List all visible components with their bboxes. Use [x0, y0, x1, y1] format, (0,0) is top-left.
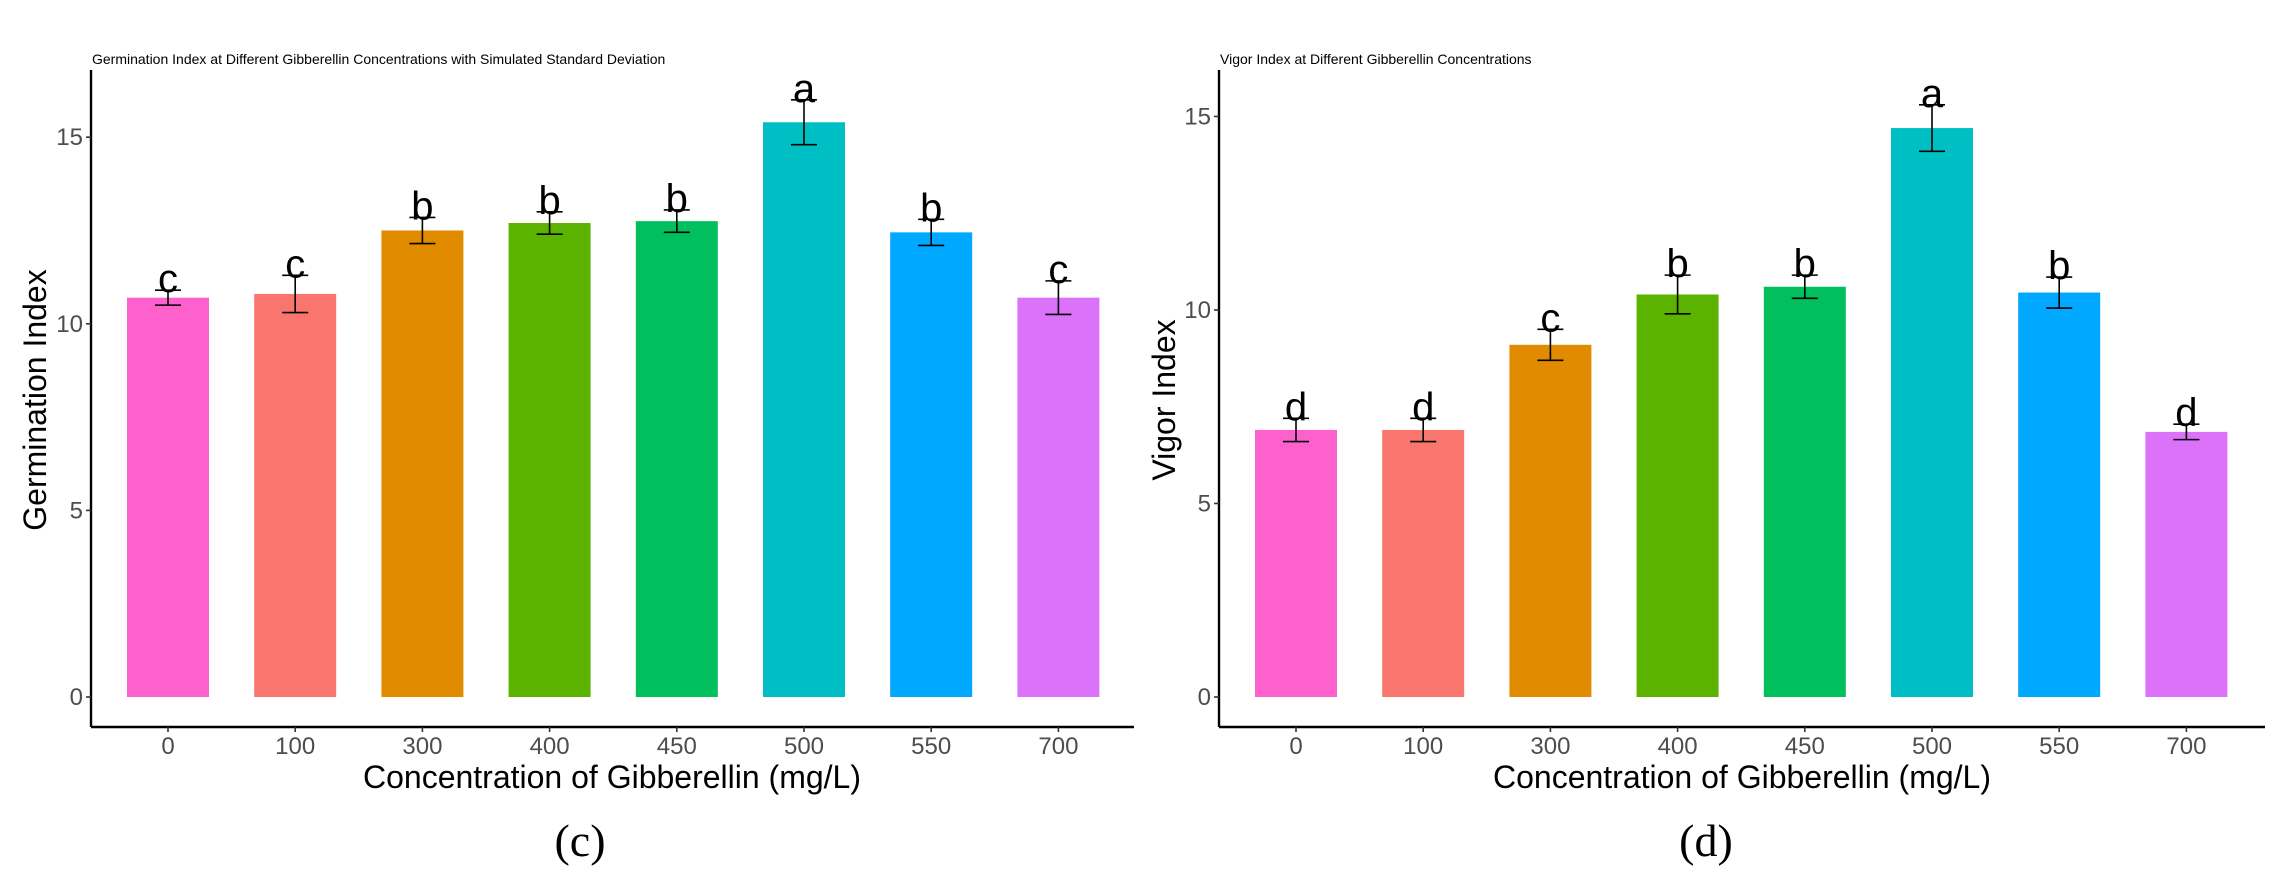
significance-letter: b — [666, 177, 688, 221]
bar-400 — [508, 223, 591, 697]
x-tick-label: 100 — [1403, 733, 1443, 760]
x-tick-label: 700 — [1038, 733, 1078, 760]
error-bar-550 — [918, 218, 945, 247]
significance-letter: b — [411, 184, 433, 228]
germination-index-chart: Germination Index at Different Gibberell… — [17, 51, 1134, 866]
bar-700 — [1017, 297, 1100, 697]
y-tick-label: 15 — [1184, 103, 1211, 130]
y-tick-label: 10 — [56, 311, 83, 338]
significance-letter: d — [1285, 385, 1307, 429]
significance-letter: b — [1794, 242, 1816, 286]
x-tick-labels: 0 100 300 400 450 500 550 700 — [1289, 727, 2206, 760]
significance-letter: a — [793, 67, 816, 111]
bars — [127, 122, 1100, 698]
y-tick-label: 5 — [70, 497, 83, 524]
significance-letter: b — [2048, 244, 2070, 288]
significance-letters: d d c b b a b d — [1285, 72, 2198, 435]
x-tick-label: 700 — [2166, 733, 2206, 760]
bar-0 — [1255, 429, 1337, 697]
x-tick-label: 500 — [784, 733, 824, 760]
bar-550 — [890, 232, 973, 698]
x-tick-label: 300 — [1530, 733, 1570, 760]
error-bar-500 — [791, 99, 817, 146]
bar-500 — [763, 122, 845, 697]
x-axis-label: Concentration of Gibberellin (mg/L) — [363, 759, 861, 795]
error-bar-400 — [536, 211, 563, 236]
y-tick-label: 0 — [70, 684, 83, 711]
error-bar-300 — [1537, 328, 1564, 362]
vigor-index-chart: Vigor Index at Different Gibberellin Con… — [1146, 51, 2265, 866]
error-bar-450 — [1791, 274, 1818, 300]
y-axis-label: Germination Index — [17, 269, 53, 530]
bar-550 — [2018, 292, 2101, 697]
bar-400 — [1636, 294, 1719, 697]
error-bars — [155, 99, 1072, 316]
significance-letter: c — [285, 242, 305, 286]
significance-letter: c — [1048, 248, 1068, 292]
panel-label: (d) — [1679, 815, 1733, 866]
bar-100 — [1382, 429, 1465, 697]
x-tick-label: 0 — [1289, 733, 1302, 760]
chart-title: Vigor Index at Different Gibberellin Con… — [1220, 51, 1532, 67]
y-tick-label: 15 — [56, 124, 83, 151]
error-bar-550 — [2046, 276, 2073, 309]
bar-300 — [381, 230, 464, 697]
panel-label: (c) — [554, 815, 605, 866]
x-tick-label: 550 — [911, 733, 951, 760]
bar-700 — [2145, 431, 2228, 697]
error-bar-300 — [409, 216, 436, 245]
bars — [1255, 128, 2228, 698]
significance-letter: b — [1666, 242, 1688, 286]
error-bar-700 — [1045, 280, 1072, 316]
chart-title: Germination Index at Different Gibberell… — [92, 51, 665, 67]
x-tick-label: 500 — [1912, 733, 1952, 760]
x-axis-label: Concentration of Gibberellin (mg/L) — [1493, 759, 1991, 795]
error-bar-100 — [1410, 417, 1437, 443]
y-tick-label: 10 — [1184, 297, 1211, 324]
error-bar-0 — [155, 289, 181, 306]
error-bar-500 — [1919, 104, 1945, 153]
y-tick-labels: 0 5 10 15 — [1184, 103, 1219, 711]
x-tick-label: 550 — [2039, 733, 2079, 760]
significance-letter: c — [1540, 296, 1560, 340]
x-tick-label: 300 — [402, 733, 442, 760]
bar-100 — [254, 293, 337, 697]
significance-letters: c c b b b a b c — [158, 67, 1068, 301]
y-axis-label: Vigor Index — [1146, 319, 1182, 480]
x-tick-label: 450 — [1785, 733, 1825, 760]
significance-letter: c — [158, 257, 178, 301]
bar-450 — [1763, 286, 1846, 697]
x-tick-labels: 0 100 300 400 450 500 550 700 — [161, 727, 1078, 760]
x-tick-label: 100 — [275, 733, 315, 760]
significance-letter: d — [1412, 385, 1434, 429]
error-bar-400 — [1664, 274, 1691, 315]
significance-letter: b — [920, 186, 942, 230]
error-bars — [1283, 104, 2200, 443]
error-bar-450 — [663, 209, 690, 234]
error-bar-100 — [282, 274, 309, 314]
bar-450 — [635, 221, 718, 697]
y-tick-label: 5 — [1198, 490, 1211, 517]
x-tick-label: 400 — [530, 733, 570, 760]
x-tick-label: 450 — [657, 733, 697, 760]
bar-500 — [1891, 128, 1973, 698]
significance-letter: b — [538, 179, 560, 223]
error-bar-700 — [2173, 423, 2200, 441]
y-tick-label: 0 — [1198, 684, 1211, 711]
bar-300 — [1509, 344, 1592, 697]
y-tick-labels: 0 5 10 15 — [56, 124, 91, 711]
bar-0 — [127, 297, 209, 697]
x-tick-label: 400 — [1658, 733, 1698, 760]
significance-letter: d — [2175, 391, 2197, 435]
x-tick-label: 0 — [161, 733, 174, 760]
error-bar-0 — [1283, 417, 1309, 443]
significance-letter: a — [1921, 72, 1944, 116]
